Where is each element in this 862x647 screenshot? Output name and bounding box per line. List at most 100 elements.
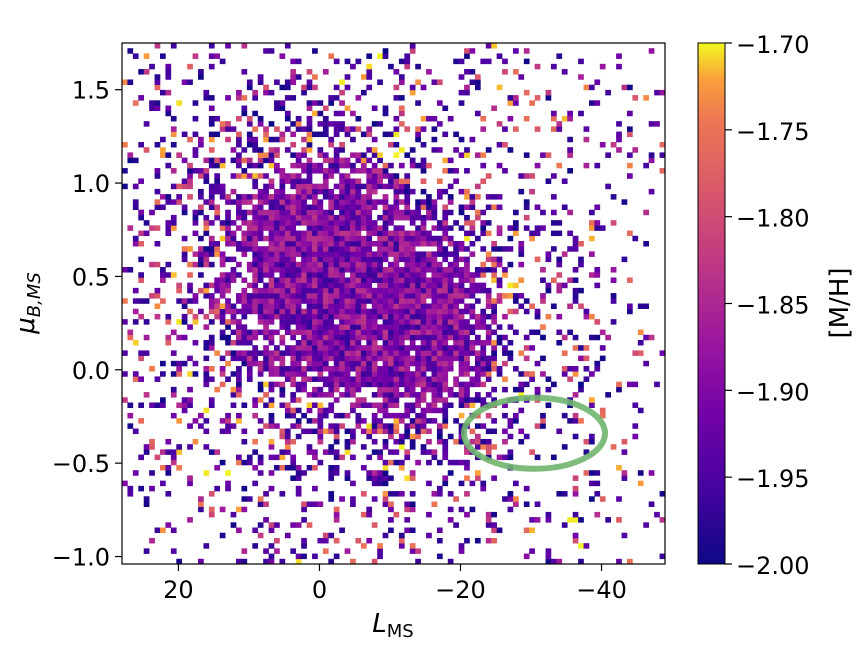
heatmap-cell (312, 360, 318, 367)
heatmap-cell (225, 43, 231, 49)
heatmap-cell (257, 428, 264, 435)
heatmap-cell (301, 209, 307, 216)
heatmap-cell (507, 496, 514, 502)
heatmap-cell (284, 407, 291, 414)
heatmap-cell (360, 329, 367, 336)
heatmap-cell (301, 308, 307, 315)
heatmap-cell (344, 126, 351, 132)
heatmap-cell (160, 480, 166, 487)
heatmap-cell (360, 418, 367, 424)
heatmap-cell (393, 230, 400, 237)
heatmap-cell (377, 392, 383, 398)
heatmap-cell (474, 183, 481, 190)
heatmap-cell (295, 386, 302, 393)
heatmap-cell (284, 324, 291, 330)
heatmap-cell (388, 329, 394, 336)
heatmap-cell (350, 438, 356, 445)
heatmap-cell (246, 334, 253, 341)
heatmap-cell (274, 355, 280, 362)
heatmap-cell (322, 350, 329, 356)
heatmap-cell (208, 194, 215, 200)
heatmap-cell (333, 366, 340, 372)
heatmap-cell (621, 532, 628, 539)
heatmap-cell (469, 397, 476, 403)
heatmap-cell (263, 256, 269, 263)
heatmap-cell (371, 313, 378, 320)
heatmap-cell (214, 209, 221, 216)
heatmap-cell (246, 308, 253, 315)
heatmap-cell (219, 162, 226, 169)
heatmap-cell (225, 339, 231, 346)
heatmap-cell (257, 79, 264, 85)
heatmap-cell (252, 303, 259, 310)
heatmap-cell (626, 558, 633, 564)
heatmap-cell (333, 240, 340, 247)
heatmap-cell (377, 251, 383, 257)
heatmap-cell (610, 298, 617, 304)
heatmap-cell (203, 220, 210, 226)
heatmap-cell (518, 251, 525, 257)
heatmap-cell (616, 121, 622, 127)
heatmap-cell (409, 324, 416, 330)
heatmap-cell (453, 392, 459, 398)
heatmap-cell (377, 183, 383, 190)
heatmap-cell (371, 293, 378, 299)
heatmap-cell (279, 449, 286, 455)
heatmap-cell (274, 548, 280, 554)
heatmap-cell (290, 392, 297, 398)
heatmap-cell (366, 194, 373, 200)
heatmap-cell (350, 235, 356, 242)
heatmap-cell (556, 313, 563, 320)
heatmap-cell (398, 105, 405, 112)
heatmap-cell (350, 287, 356, 294)
heatmap-cell (154, 527, 161, 534)
heatmap-cell (312, 209, 318, 216)
heatmap-cell (398, 319, 405, 325)
heatmap-cell (371, 147, 378, 153)
heatmap-cell (344, 293, 351, 299)
heatmap-cell (122, 397, 128, 403)
heatmap-cell (236, 308, 242, 315)
heatmap-cell (480, 339, 487, 346)
heatmap-cell (436, 220, 443, 226)
heatmap-cell (529, 329, 535, 336)
heatmap-cell (322, 256, 329, 263)
heatmap-cell (333, 277, 340, 283)
heatmap-cell (377, 543, 383, 549)
heatmap-cell (453, 240, 459, 247)
heatmap-cell (485, 256, 492, 263)
heatmap-cell (301, 256, 307, 263)
heatmap-cell (366, 220, 373, 226)
heatmap-cell (442, 449, 449, 455)
heatmap-cell (257, 251, 264, 257)
heatmap-cell (279, 204, 286, 211)
heatmap-cell (415, 334, 421, 341)
heatmap-cell (246, 459, 253, 466)
heatmap-cell (458, 89, 465, 96)
heatmap-cell (306, 444, 313, 450)
heatmap-cell (322, 282, 329, 289)
heatmap-cell (426, 438, 432, 445)
heatmap-cell (154, 84, 161, 91)
heatmap-cell (127, 267, 134, 273)
heatmap-cell (322, 157, 329, 164)
heatmap-cell (339, 188, 345, 195)
heatmap-cell (502, 69, 508, 75)
heatmap-cell (491, 345, 497, 351)
heatmap-cell (138, 256, 145, 263)
heatmap-cell (377, 298, 383, 304)
heatmap-cell (312, 251, 318, 257)
heatmap-cell (474, 360, 481, 367)
heatmap-cell (512, 100, 519, 106)
heatmap-cell (480, 287, 487, 294)
heatmap-cell (491, 329, 497, 336)
heatmap-cell (322, 115, 329, 122)
heatmap-cell (279, 287, 286, 294)
heatmap-cell (333, 449, 340, 455)
heatmap-cell (388, 235, 394, 242)
heatmap-cell (550, 63, 557, 70)
heatmap-cell (290, 465, 297, 471)
heatmap-cell (377, 402, 383, 408)
heatmap-cell (219, 121, 226, 127)
heatmap-cell (447, 277, 454, 283)
